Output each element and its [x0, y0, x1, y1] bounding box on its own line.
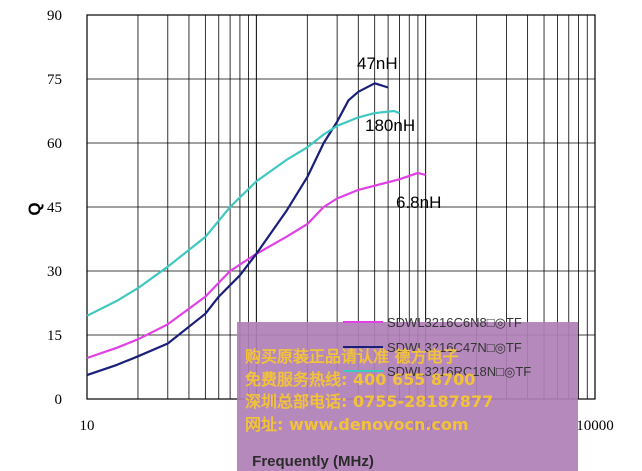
annotation-180nh: 180nH: [365, 116, 415, 135]
legend-label-6-8nh: SDWL3216C6N8□◎TF: [387, 315, 522, 330]
series-lines: [86, 82, 426, 377]
y-tick-label: 90: [47, 8, 62, 24]
y-tick-label: 45: [47, 200, 62, 216]
series-line-2: [86, 109, 400, 317]
watermark-line-2: 免费服务热线: 400 655 8700: [245, 370, 475, 389]
y-axis-label: Q: [25, 202, 44, 215]
series-line-1: [86, 82, 389, 377]
x-tick-label: 10000: [576, 418, 614, 434]
x-axis-label: Frequently (MHz): [252, 453, 374, 470]
y-tick-label: 30: [47, 264, 62, 280]
legend-label-180nh: SDWL3216RC18N□◎TF: [387, 364, 531, 379]
legend: SDWL3216C6N8□◎TF SDWL3216C47N□◎TF SDWL32…: [343, 315, 531, 379]
annotation-47nh: 47nH: [357, 54, 398, 73]
watermark-box: [237, 322, 578, 471]
watermark-line-3: 深圳总部电话: 0755-28187877: [245, 392, 493, 411]
y-tick-labels: 0 15 30 45 60 75 90: [47, 8, 62, 408]
watermark-line-1: 购买原装正品请认准 德方电子: [245, 347, 459, 366]
x-tick-label: 10: [80, 418, 95, 434]
y-tick-label: 0: [55, 392, 63, 408]
legend-label-47nh: SDWL3216C47N□◎TF: [387, 340, 522, 355]
annotation-6-8nh: 6.8nH: [396, 193, 441, 212]
y-tick-label: 60: [47, 136, 62, 152]
watermark-line-4: 网址: www.denovocn.com: [245, 415, 469, 434]
series-line-0: [86, 171, 426, 360]
y-tick-label: 75: [47, 72, 62, 88]
y-tick-label: 15: [47, 328, 62, 344]
